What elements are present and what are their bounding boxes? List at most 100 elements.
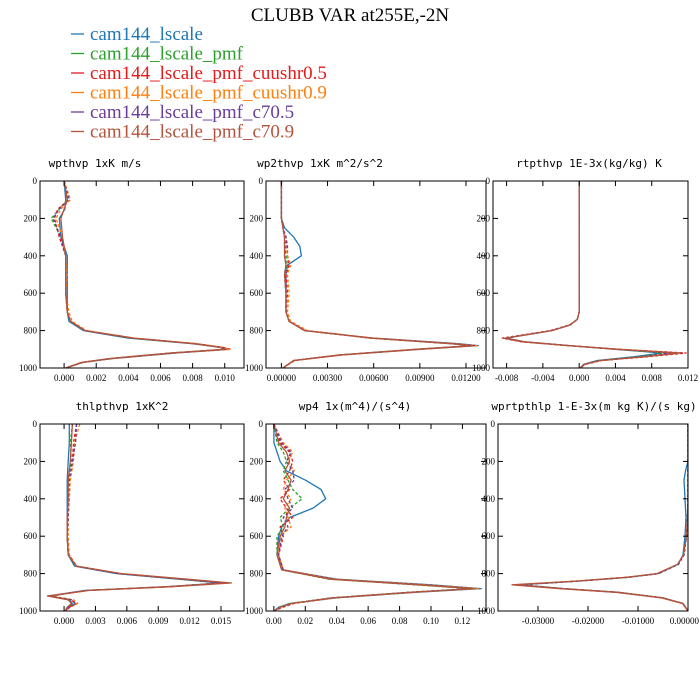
x-tick-label: 0.002 — [86, 373, 106, 383]
series-line — [280, 181, 479, 368]
series-line — [50, 424, 220, 611]
series-line — [60, 181, 226, 368]
panel-title: thlpthvp 1xK^2 — [76, 400, 169, 413]
y-tick-label: 0 — [33, 176, 38, 186]
plot-frame — [265, 423, 487, 612]
series-group — [46, 424, 233, 611]
legend-label: cam144_lscale_pmf_cuushr0.9 — [90, 83, 327, 104]
x-tick-label: 0.08 — [392, 616, 408, 626]
series-line — [280, 181, 473, 368]
series-line — [273, 424, 475, 611]
panel-2: wp2thvp 1xK m^2/s^2020040060080010000.00… — [245, 157, 487, 383]
y-tick-label: 200 — [477, 213, 491, 223]
series-line — [48, 424, 223, 611]
y-tick-label: 400 — [24, 494, 38, 504]
y-tick-label: 200 — [482, 456, 496, 466]
plot-frame — [39, 423, 245, 612]
y-tick-label: 400 — [250, 251, 264, 261]
y-tick-label: 1000 — [19, 606, 38, 616]
x-tick-label: 0.00000 — [670, 616, 700, 626]
y-tick-label: 1000 — [245, 606, 264, 616]
series-line — [273, 424, 471, 611]
legend: cam144_lscalecam144_lscale_pmfcam144_lsc… — [71, 24, 327, 143]
panel-title: wp2thvp 1xK m^2/s^2 — [257, 157, 383, 170]
y-tick-label: 800 — [482, 569, 496, 579]
series-line — [52, 181, 227, 368]
x-tick-label: 0.10 — [423, 616, 439, 626]
series-line — [49, 424, 227, 611]
y-tick-label: 600 — [24, 288, 38, 298]
panel-title: rtpthvp 1E-3x(kg/kg) K — [516, 157, 662, 170]
series-line — [505, 181, 662, 368]
x-tick-label: -0.02000 — [572, 616, 605, 626]
y-tick-label: 1000 — [477, 606, 496, 616]
panel-1: wpthvp 1xK m/s 0 200 400 600 800 1000 0.000 0.00… — [19, 157, 245, 383]
y-tick-label: 0 — [491, 419, 496, 429]
y-tick-label: 400 — [477, 251, 491, 261]
series-line — [46, 424, 233, 611]
panel-title: wp4 1x(m^4)/(s^4) — [299, 400, 412, 413]
y-tick-label: 1000 — [245, 363, 264, 373]
series-line — [48, 424, 224, 611]
series-line — [503, 181, 671, 368]
series-line — [273, 424, 479, 611]
x-tick-label: 0.00 — [266, 616, 282, 626]
series-line — [280, 181, 476, 368]
x-tick-label: 0.012 — [678, 373, 698, 383]
y-tick-label: 200 — [24, 213, 38, 223]
x-tick-label: 0.000 — [54, 373, 75, 383]
x-tick-label: -0.004 — [531, 373, 555, 383]
series-group — [501, 181, 687, 368]
x-tick-label: 0.12 — [455, 616, 471, 626]
y-tick-label: 400 — [250, 494, 264, 504]
y-tick-label: 600 — [477, 288, 491, 298]
x-tick-label: 0.009 — [148, 616, 169, 626]
x-tick-label: 0.008 — [182, 373, 203, 383]
series-line — [505, 181, 682, 368]
x-tick-label: 0.04 — [329, 616, 345, 626]
x-tick-label: 0.06 — [360, 616, 376, 626]
legend-label: cam144_lscale_pmf_c70.5 — [90, 102, 294, 123]
y-tick-label: 600 — [24, 531, 38, 541]
y-tick-label: 600 — [250, 531, 264, 541]
x-tick-label: 0.006 — [150, 373, 171, 383]
x-tick-label: 0.000 — [569, 373, 590, 383]
panel-6: wprtpthlp 1-E-3x(m kg K)/(s kg) 0 200 400 60… — [477, 400, 700, 626]
series-line — [502, 181, 676, 368]
series-group — [511, 424, 688, 611]
figure-title: CLUBB VAR at255E,-2N — [251, 5, 450, 26]
series-group — [50, 181, 232, 368]
series-line — [504, 181, 666, 368]
plot-frame — [39, 180, 245, 369]
y-tick-label: 800 — [250, 569, 264, 579]
legend-label: cam144_lscale_pmf_cuushr0.5 — [90, 63, 327, 84]
series-line — [280, 181, 478, 368]
panel-title: wpthvp 1xK m/s — [49, 157, 142, 170]
x-tick-label: 0.004 — [118, 373, 139, 383]
x-tick-label: 0.00000 — [267, 373, 297, 383]
y-tick-label: 400 — [482, 494, 496, 504]
y-tick-label: 800 — [24, 326, 38, 336]
x-tick-label: 0.006 — [117, 616, 138, 626]
x-tick-label: 0.003 — [85, 616, 106, 626]
y-tick-label: 0 — [259, 419, 264, 429]
panel-4: thlpthvp 1xK^2 0 200 400 600 800 1000 0.000 0.00… — [19, 400, 245, 626]
series-line — [50, 181, 226, 368]
series-line — [47, 424, 222, 611]
x-tick-label: 0.00300 — [313, 373, 343, 383]
legend-label: cam144_lscale_pmf — [90, 44, 244, 65]
x-tick-label: -0.03000 — [522, 616, 555, 626]
x-tick-label: 0.000 — [54, 616, 75, 626]
series-line — [280, 181, 473, 368]
series-line — [58, 181, 229, 368]
series-line — [501, 181, 687, 368]
x-tick-label: 0.00600 — [359, 373, 389, 383]
y-tick-label: 800 — [477, 326, 491, 336]
y-tick-label: 0 — [33, 419, 38, 429]
plot-frame — [497, 423, 689, 612]
series-line — [273, 424, 476, 611]
x-tick-label: 0.008 — [642, 373, 663, 383]
series-group — [280, 181, 479, 368]
